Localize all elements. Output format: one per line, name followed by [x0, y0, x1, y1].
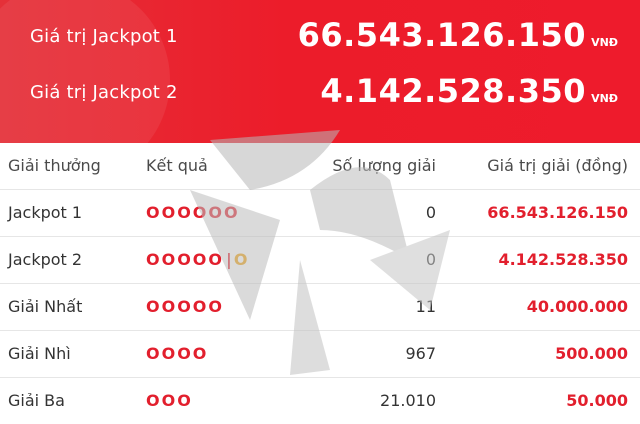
prize-name: Giải Ba	[8, 391, 65, 410]
header-count: Số lượng giải	[332, 156, 436, 175]
prize-name: Jackpot 2	[8, 250, 83, 269]
jackpot-1-currency: VNĐ	[591, 36, 618, 49]
header-prize: Giải thưởng	[8, 156, 101, 175]
power-separator: |	[226, 250, 232, 269]
table-row: Jackpot 2 OOOOO | O 0 4.142.528.350	[0, 237, 640, 284]
result-balls: OOO	[146, 391, 193, 410]
result-balls: OOOOO	[146, 250, 225, 269]
prize-value: 500.000	[555, 344, 628, 363]
result-cell: OOOOO | O	[146, 237, 247, 283]
jackpot-1-row: Giá trị Jackpot 1 66.543.126.150 VNĐ	[0, 16, 640, 66]
jackpot-2-value: 4.142.528.350	[320, 72, 586, 110]
prize-table: Giải thưởng Kết quả Số lượng giải Giá tr…	[0, 143, 640, 424]
prize-count: 967	[405, 344, 436, 363]
power-ball: O	[233, 250, 248, 269]
prize-value: 50.000	[566, 391, 628, 410]
prize-count: 0	[425, 203, 436, 222]
table-header: Giải thưởng Kết quả Số lượng giải Giá tr…	[0, 143, 640, 190]
header-result: Kết quả	[146, 156, 208, 175]
table-row: Giải Nhất OOOOO 11 40.000.000	[0, 284, 640, 331]
result-balls: OOOOOO	[146, 203, 240, 222]
prize-count: 21.010	[380, 391, 436, 410]
prize-name: Giải Nhất	[8, 297, 83, 316]
result-balls: OOOO	[146, 344, 209, 363]
result-balls: OOOOO	[146, 297, 225, 316]
jackpot-2-row: Giá trị Jackpot 2 4.142.528.350 VNĐ	[0, 72, 640, 122]
jackpot-header: Giá trị Jackpot 1 66.543.126.150 VNĐ Giá…	[0, 0, 640, 143]
prize-value: 66.543.126.150	[487, 203, 628, 222]
jackpot-2-label: Giá trị Jackpot 2	[30, 82, 178, 103]
prize-count: 11	[415, 297, 436, 316]
jackpot-2-currency: VNĐ	[591, 92, 618, 105]
table-row: Giải Nhì OOOO 967 500.000	[0, 331, 640, 378]
header-value: Giá trị giải (đồng)	[487, 156, 628, 175]
table-row: Giải Ba OOO 21.010 50.000	[0, 378, 640, 424]
table-row: Jackpot 1 OOOOOO 0 66.543.126.150	[0, 190, 640, 237]
prize-name: Giải Nhì	[8, 344, 71, 363]
prize-value: 4.142.528.350	[498, 250, 628, 269]
header-decoration	[0, 0, 170, 143]
prize-name: Jackpot 1	[8, 203, 83, 222]
prize-value: 40.000.000	[526, 297, 628, 316]
jackpot-1-value: 66.543.126.150	[297, 16, 586, 54]
prize-count: 0	[425, 250, 436, 269]
jackpot-1-label: Giá trị Jackpot 1	[30, 26, 178, 47]
